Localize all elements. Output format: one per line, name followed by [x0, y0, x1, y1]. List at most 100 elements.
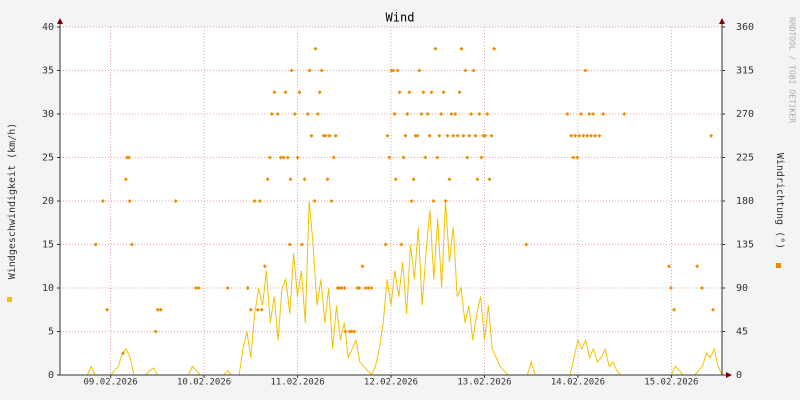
direction-point: [297, 90, 302, 95]
x-tick-label: 10.02.2026: [177, 378, 231, 388]
y2-axis-label: Windrichtung (°): [774, 153, 785, 249]
direction-point: [289, 68, 294, 73]
y-tick-label: 5: [48, 327, 54, 338]
direction-point: [467, 133, 472, 138]
x-tick-label: 14.02.2026: [551, 378, 605, 388]
direction-point: [475, 177, 480, 182]
direction-point: [357, 286, 362, 290]
direction-point: [299, 242, 304, 247]
direction-point: [193, 286, 198, 290]
direction-point: [267, 155, 272, 160]
direction-point: [369, 286, 374, 290]
direction-point: [427, 133, 432, 138]
direction-point: [672, 307, 677, 312]
direction-point: [339, 286, 344, 290]
direction-point: [352, 329, 357, 334]
direction-point: [383, 242, 388, 247]
direction-point: [342, 286, 347, 290]
direction-point: [479, 155, 484, 160]
direction-point: [583, 68, 588, 73]
direction-point: [473, 133, 478, 138]
y2-tick-label: 45: [736, 327, 748, 338]
direction-point: [399, 242, 404, 247]
y-tick-label: 35: [42, 66, 54, 77]
direction-point: [397, 90, 402, 95]
direction-point: [459, 46, 464, 51]
direction-point: [333, 133, 338, 138]
direction-point: [313, 46, 318, 51]
direction-point: [577, 133, 582, 138]
y-tick-label: 40: [42, 22, 54, 33]
chart-title: Wind: [386, 11, 415, 25]
direction-point: [439, 112, 444, 116]
direction-point: [292, 112, 297, 116]
direction-point: [453, 112, 458, 116]
direction-point: [471, 68, 476, 73]
direction-point: [123, 177, 128, 182]
direction-point: [387, 155, 392, 160]
direction-point: [461, 133, 466, 138]
direction-point: [315, 112, 320, 116]
direction-point: [622, 112, 627, 116]
direction-point: [281, 155, 286, 160]
direction-point: [573, 133, 578, 138]
direction-point: [417, 68, 422, 73]
direction-point: [487, 177, 492, 182]
direction-point: [411, 177, 416, 182]
direction-point: [421, 90, 426, 95]
y-arrow: [57, 18, 63, 24]
direction-point: [565, 112, 570, 116]
x-tick-label: 13.02.2026: [457, 378, 511, 388]
direction-point: [469, 112, 474, 116]
direction-point: [445, 133, 450, 138]
direction-point: [319, 68, 324, 73]
direction-point: [589, 133, 594, 138]
direction-point: [255, 307, 260, 312]
direction-point: [225, 286, 230, 290]
y2-tick-label: 225: [736, 153, 754, 164]
direction-point: [423, 155, 428, 160]
direction-point: [524, 242, 529, 247]
direction-point: [392, 112, 397, 116]
x-tick-label: 09.02.2026: [84, 378, 138, 388]
y-tick-label: 25: [42, 153, 54, 164]
direction-point: [393, 177, 398, 182]
direction-point: [285, 155, 290, 160]
direction-point: [312, 199, 317, 203]
direction-point: [366, 286, 371, 290]
direction-point: [457, 90, 462, 95]
direction-point: [329, 199, 334, 203]
direction-point: [105, 307, 110, 312]
direction-point: [153, 329, 158, 334]
direction-point: [325, 177, 330, 182]
direction-point: [575, 155, 580, 160]
direction-point: [275, 112, 280, 116]
direction-point: [130, 242, 135, 247]
y2-tick-label: 360: [736, 22, 754, 33]
direction-point: [259, 307, 264, 312]
direction-point: [272, 90, 277, 95]
direction-point: [431, 199, 436, 203]
y-tick-label: 30: [42, 109, 54, 120]
direction-point: [601, 112, 606, 116]
direction-point: [349, 329, 354, 334]
direction-point: [477, 112, 482, 116]
y2-tick-label: 270: [736, 109, 754, 120]
y2-tick-label: 315: [736, 66, 754, 77]
direction-point: [581, 133, 586, 138]
direction-point: [435, 155, 440, 160]
direction-point: [283, 90, 288, 95]
direction-point: [323, 133, 328, 138]
direction-point: [252, 199, 257, 203]
direction-point: [196, 286, 201, 290]
direction-point: [257, 199, 262, 203]
direction-point: [331, 155, 336, 160]
direction-point: [463, 68, 468, 73]
y-axis-label: Windgeschwindigkeit (km/h): [7, 123, 18, 280]
direction-point: [667, 264, 672, 269]
direction-point: [483, 133, 488, 138]
direction-point: [449, 112, 454, 116]
y2-tick-label: 180: [736, 196, 754, 207]
direction-point: [451, 133, 456, 138]
